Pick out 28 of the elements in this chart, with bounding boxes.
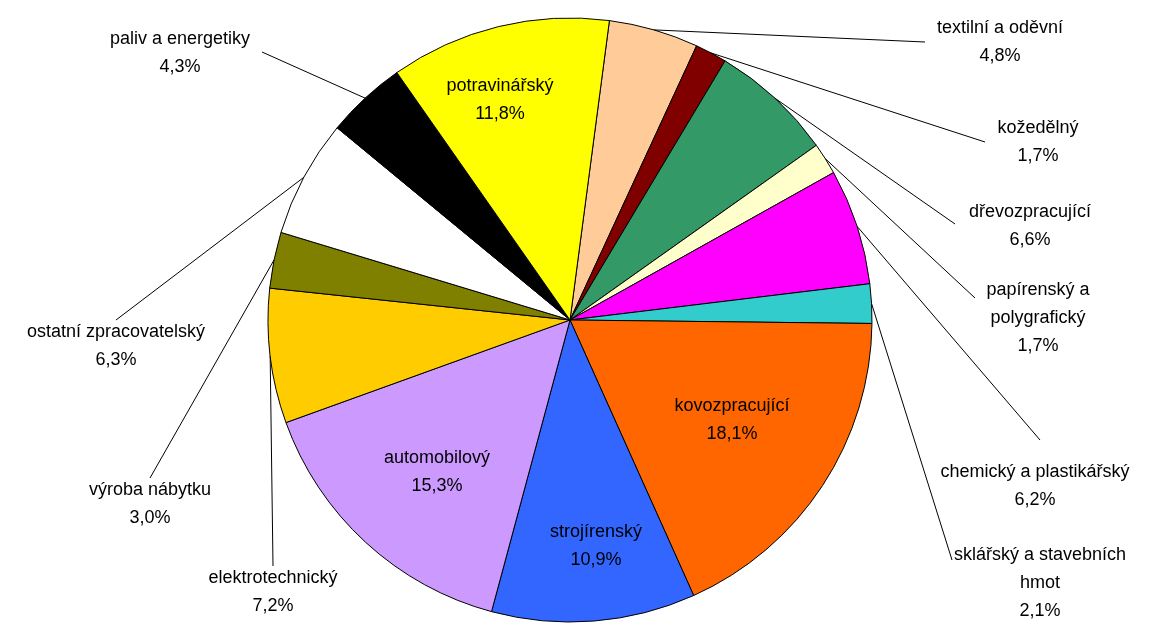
data-label: 15,3% — [411, 474, 463, 495]
data-label: 1,7% — [1017, 334, 1059, 355]
data-label: 10,9% — [570, 548, 622, 569]
slice-label: výroba nábytku — [88, 478, 212, 499]
slice-label: potravinářský — [446, 74, 554, 95]
data-label: 4,3% — [159, 55, 201, 76]
slice-label: textilní a oděvní — [936, 16, 1064, 37]
slice-label: elektrotechnický — [208, 566, 338, 587]
slice-label: papírenský a polygrafický — [986, 278, 1091, 327]
slice-label: kožedělný — [997, 116, 1079, 137]
slice-label: kovozpracující — [674, 394, 790, 415]
data-label: 7,2% — [252, 594, 294, 615]
slice-label: automobilový — [383, 446, 491, 467]
slice-label: dřevozpracující — [968, 200, 1092, 221]
slice-label: paliv a energetiky — [109, 27, 251, 48]
slice-label: sklářský a stavebních hmot — [953, 543, 1127, 592]
data-label: 18,1% — [706, 422, 758, 443]
data-label: 4,8% — [979, 44, 1021, 65]
data-label: 1,7% — [1017, 144, 1059, 165]
data-label: 2,1% — [1019, 599, 1061, 620]
data-label: 3,0% — [129, 506, 171, 527]
slice-label: strojírenský — [549, 520, 643, 541]
data-label: 11,8% — [475, 102, 525, 123]
slice-label: ostatní zpracovatelský — [26, 320, 206, 341]
data-label: 6,6% — [1009, 228, 1051, 249]
data-label: 6,3% — [95, 348, 137, 369]
data-label: 6,2% — [1014, 488, 1056, 509]
slice-label: chemický a plastikářský — [940, 460, 1130, 481]
